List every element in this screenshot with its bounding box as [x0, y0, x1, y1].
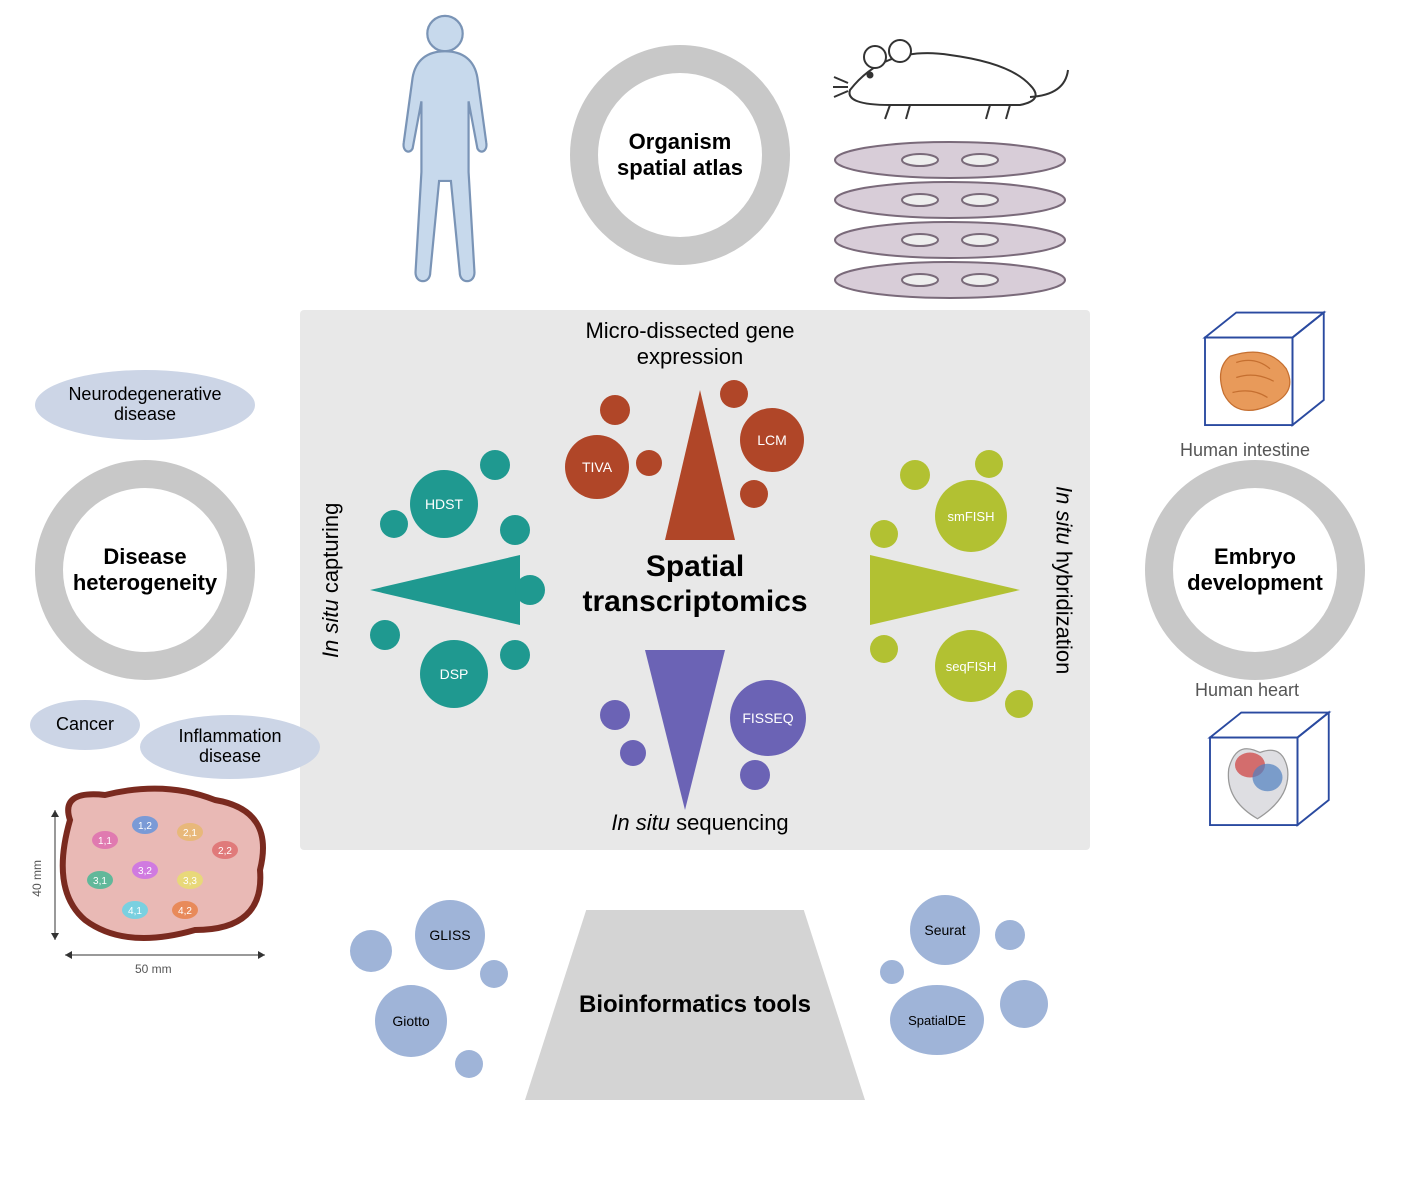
- bubble-tiva: TIVA: [565, 435, 629, 499]
- intestine-cube-icon: [1180, 300, 1330, 450]
- ring-left: Disease heterogeneity: [35, 460, 255, 680]
- bubble-bio-rs3: [880, 960, 904, 984]
- sector-right-triangle: [870, 555, 1020, 625]
- svg-text:3,1: 3,1: [93, 876, 107, 887]
- bubble-left-s6: [515, 575, 545, 605]
- bubble-left-s4: [500, 640, 530, 670]
- sector-left-label: In situ capturing: [318, 470, 344, 690]
- ring-top: Organism spatial atlas: [570, 45, 790, 265]
- bubble-top-s1: [600, 395, 630, 425]
- heart-cube-icon: [1185, 700, 1335, 850]
- bubble-top-s2: [636, 450, 662, 476]
- ring-right: Embryo development: [1145, 460, 1365, 680]
- bubble-bio-ls1: [350, 930, 392, 972]
- svg-text:1,1: 1,1: [98, 836, 112, 847]
- svg-text:1,2: 1,2: [138, 821, 152, 832]
- bubble-left-s3: [370, 620, 400, 650]
- bubble-left-s1: [380, 510, 408, 538]
- ring-left-label: Disease heterogeneity: [63, 544, 227, 597]
- bubble-seqfish: seqFISH: [935, 630, 1007, 702]
- bubble-bottom-s2: [620, 740, 646, 766]
- sector-top-triangle: [665, 390, 735, 540]
- sector-right-label: In situ hybridization: [1050, 460, 1076, 700]
- bubble-right-s1: [900, 460, 930, 490]
- bubble-seurat: Seurat: [910, 895, 980, 965]
- heart-label: Human heart: [1195, 680, 1299, 701]
- bubble-smfish: smFISH: [935, 480, 1007, 552]
- bubble-right-s3: [870, 520, 898, 548]
- bubble-right-s2: [975, 450, 1003, 478]
- mouse-icon: [830, 15, 1070, 125]
- svg-text:2,2: 2,2: [218, 846, 232, 857]
- sector-top-label: Micro-dissected gene expression: [560, 318, 820, 371]
- bubble-lcm: LCM: [740, 408, 804, 472]
- center-title: Spatial transcriptomics: [570, 550, 820, 619]
- bubble-bio-ls2: [480, 960, 508, 988]
- pill-neurodegenerative: Neurodegenerative disease: [35, 370, 255, 440]
- bubble-right-s5: [1005, 690, 1033, 718]
- human-silhouette-icon: [370, 10, 520, 290]
- bubble-bio-rs1: [995, 920, 1025, 950]
- center-title-text: Spatial transcriptomics: [582, 550, 807, 618]
- bubble-dsp: DSP: [420, 640, 488, 708]
- bioinformatics-trapezoid: Bioinformatics tools: [525, 910, 865, 1100]
- ring-top-label: Organism spatial atlas: [598, 129, 762, 182]
- bubble-fisseq: FISSEQ: [730, 680, 806, 756]
- tissue-stack-icon: [820, 135, 1080, 315]
- bubble-hdst: HDST: [410, 470, 478, 538]
- bubble-left-s5: [500, 515, 530, 545]
- svg-text:3,2: 3,2: [138, 866, 152, 877]
- svg-text:3,3: 3,3: [183, 876, 197, 887]
- pill-cancer: Cancer: [30, 700, 140, 750]
- tissue-x-axis-label: 50 mm: [135, 962, 172, 976]
- ring-right-label: Embryo development: [1173, 544, 1337, 597]
- bubble-gliss: GLISS: [415, 900, 485, 970]
- bubble-bio-rs2: [1000, 980, 1048, 1028]
- bubble-spatialde: SpatialDE: [890, 985, 984, 1055]
- bubble-right-s4: [870, 635, 898, 663]
- bubble-top-s4: [740, 480, 768, 508]
- bubble-top-s3: [720, 380, 748, 408]
- svg-text:4,2: 4,2: [178, 906, 192, 917]
- bubble-bio-ls3: [455, 1050, 483, 1078]
- bubble-bottom-s1: [600, 700, 630, 730]
- svg-text:4,1: 4,1: [128, 906, 142, 917]
- sector-left-triangle: [370, 555, 520, 625]
- tissue-y-axis-label: 40 mm: [30, 860, 44, 897]
- sector-bottom-triangle: [645, 650, 725, 810]
- bioinformatics-label: Bioinformatics tools: [579, 991, 811, 1020]
- intestine-label: Human intestine: [1180, 440, 1310, 461]
- bubble-bottom-s3: [740, 760, 770, 790]
- sector-bottom-label: In situ sequencing: [590, 810, 810, 836]
- bubble-left-s2: [480, 450, 510, 480]
- svg-text:2,1: 2,1: [183, 828, 197, 839]
- bubble-giotto: Giotto: [375, 985, 447, 1057]
- tissue-slice-icon: 1,1 1,2 2,1 2,2 3,1 3,2 3,3 4,1 4,2: [35, 770, 295, 970]
